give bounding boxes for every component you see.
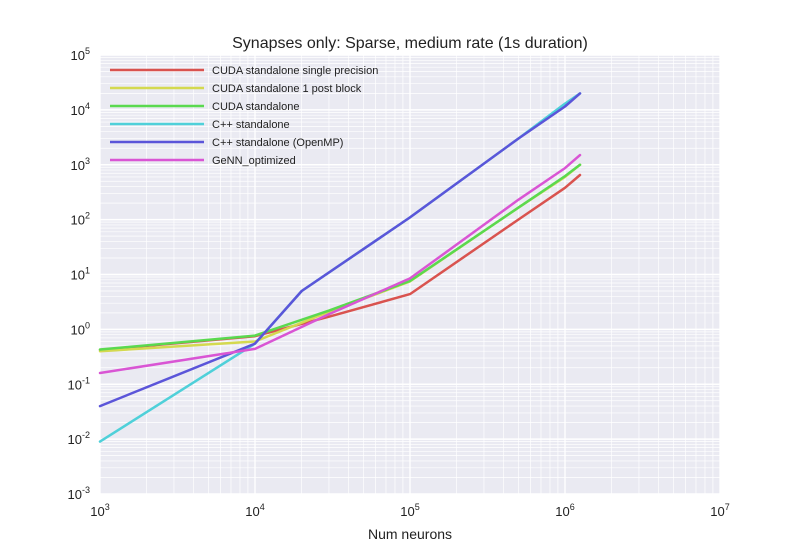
y-tick-label-exponent: 4 [85,101,90,111]
legend-label: CUDA standalone [212,101,299,113]
y-tick-label-base: 10 [71,103,85,118]
legend-label: CUDA standalone 1 post block [212,83,362,95]
y-tick-label-exponent: 1 [85,266,90,276]
y-tick-label: 104 [71,101,90,118]
x-tick-label-base: 10 [555,504,569,519]
x-tick-label: 107 [710,502,729,519]
legend-entry: C++ standalone (OpenMP) [110,137,343,149]
y-tick-label-base: 10 [68,432,82,447]
y-tick-label-exponent: 2 [85,211,90,221]
y-tick-label-exponent: -3 [82,485,90,495]
y-tick-label-exponent: -1 [82,375,90,385]
legend: CUDA standalone single precision CUDA sta… [110,65,378,167]
y-tick-label-exponent: 5 [85,46,90,56]
series-line-genn-optimized [98,153,582,375]
y-tick-label-base: 10 [68,487,82,502]
legend-label: GeNN_optimized [212,155,296,167]
x-tick-label-base: 10 [400,504,414,519]
y-tick-label: 102 [71,211,90,228]
x-tick-label-base: 10 [245,504,259,519]
series-lines [98,92,582,443]
x-axis-ticks: 103 104 105 106 107 [90,502,729,519]
x-tick-label-exponent: 3 [105,502,110,512]
x-tick-label-base: 10 [710,504,724,519]
chart-title: Synapses only: Sparse, medium rate (1s d… [232,35,588,52]
series-line-c-standalone-openmp [98,92,582,408]
y-tick-label-base: 10 [68,377,82,392]
y-tick-label-base: 10 [71,48,85,63]
x-tick-label: 103 [90,502,109,519]
series-line-cuda-standalone [98,163,582,351]
x-tick-label: 104 [245,502,264,519]
x-tick-label-exponent: 7 [725,502,730,512]
legend-entry: CUDA standalone 1 post block [110,83,362,95]
y-tick-label-base: 10 [71,322,85,337]
y-tick-label-exponent: -2 [82,430,90,440]
legend-entry: C++ standalone [110,119,290,131]
y-tick-label-base: 10 [71,158,85,173]
y-tick-label-base: 10 [71,268,85,283]
x-tick-label-exponent: 6 [570,502,575,512]
x-tick-label: 105 [400,502,419,519]
x-axis-label: Num neurons [368,526,452,542]
y-tick-label-exponent: 0 [85,320,90,330]
legend-label: C++ standalone [212,119,290,131]
y-tick-label: 100 [71,320,90,337]
x-tick-label-exponent: 4 [260,502,265,512]
y-tick-label: 10-3 [68,485,90,502]
y-tick-label: 10-2 [68,430,90,447]
x-tick-label: 106 [555,502,574,519]
y-tick-label-exponent: 3 [85,156,90,166]
legend-label: CUDA standalone single precision [212,65,378,77]
legend-entry: GeNN_optimized [110,155,296,167]
x-tick-label-base: 10 [90,504,104,519]
legend-entry: CUDA standalone single precision [110,65,378,77]
y-tick-label: 105 [71,46,90,63]
x-tick-label-exponent: 5 [415,502,420,512]
y-tick-label-base: 10 [71,213,85,228]
major-grid [99,54,721,495]
y-tick-label: 103 [71,156,90,173]
legend-label: C++ standalone (OpenMP) [212,137,343,149]
y-tick-label: 10-1 [68,375,90,392]
legend-entry: CUDA standalone [110,101,299,113]
y-tick-label: 101 [71,266,90,283]
